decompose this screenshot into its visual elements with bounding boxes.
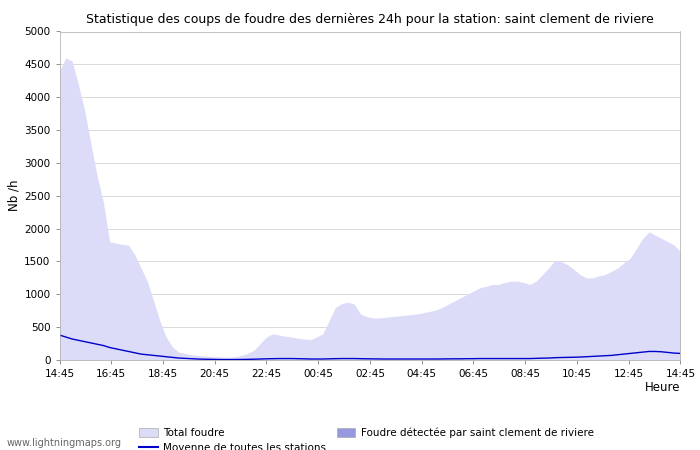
Title: Statistique des coups de foudre des dernières 24h pour la station: saint clement: Statistique des coups de foudre des dern… [86, 13, 654, 26]
Text: www.lightningmaps.org: www.lightningmaps.org [7, 438, 122, 448]
Legend: Total foudre, Moyenne de toutes les stations, Foudre détectée par saint clement : Total foudre, Moyenne de toutes les stat… [139, 428, 594, 450]
Y-axis label: Nb /h: Nb /h [7, 180, 20, 211]
Text: Heure: Heure [645, 381, 680, 394]
